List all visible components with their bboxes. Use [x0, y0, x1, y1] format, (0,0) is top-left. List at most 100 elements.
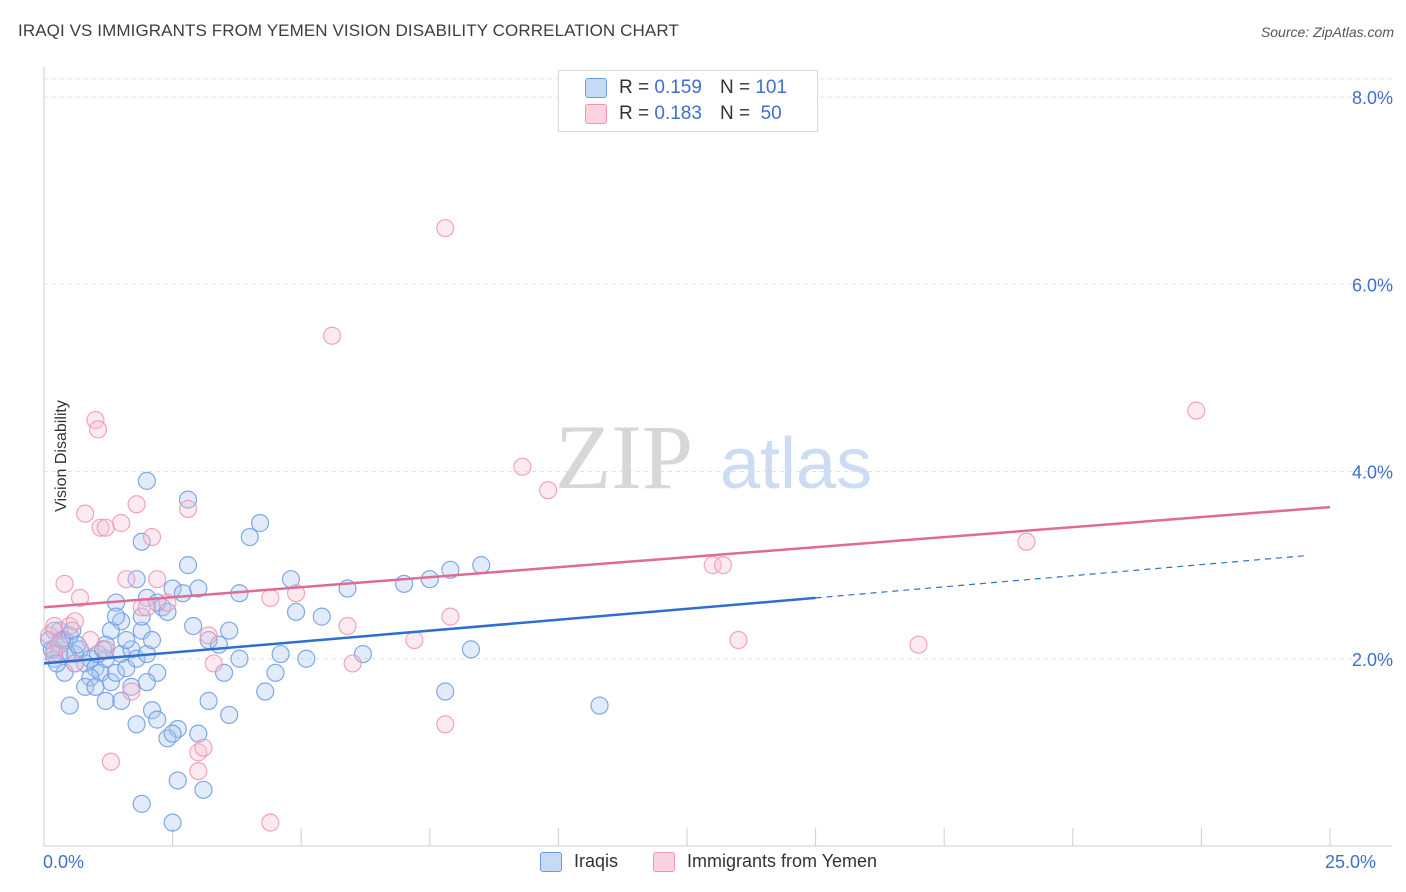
point-iraqis — [142, 630, 162, 650]
point-iraqis — [168, 771, 187, 790]
legend-r-label: R = — [619, 103, 650, 124]
point-yemen — [101, 752, 120, 771]
point-iraqis — [184, 616, 203, 636]
watermark-zip: ZIP — [555, 406, 693, 508]
point-iraqis — [81, 668, 100, 687]
point-yemen — [96, 640, 115, 659]
point-yemen — [178, 499, 198, 519]
legend-n-label: N = — [719, 103, 751, 124]
point-yemen — [50, 635, 69, 654]
point-iraqis — [590, 696, 609, 715]
series-legend: Iraqis Immigrants from Yemen — [0, 851, 1406, 877]
point-iraqis — [189, 579, 208, 598]
point-iraqis — [178, 556, 198, 575]
point-yemen — [338, 616, 357, 636]
legend-n-label: N = — [719, 77, 751, 98]
point-iraqis — [220, 621, 239, 640]
point-iraqis — [158, 602, 177, 622]
point-yemen — [539, 481, 558, 500]
x-tick-label-max: 25.0% — [1325, 852, 1377, 872]
source-label: Source: ZipAtlas.com — [1260, 24, 1394, 40]
point-iraqis — [189, 724, 208, 743]
point-yemen — [55, 574, 74, 593]
point-yemen — [142, 527, 162, 547]
point-iraqis — [163, 724, 182, 743]
point-yemen — [88, 420, 108, 439]
point-yemen — [703, 556, 722, 575]
point-yemen — [148, 570, 167, 589]
point-yemen — [76, 504, 95, 523]
point-yemen — [436, 218, 455, 238]
point-iraqis — [163, 813, 182, 832]
point-iraqis — [106, 607, 126, 626]
point-yemen — [729, 630, 748, 650]
axes — [43, 67, 1392, 847]
point-yemen — [137, 598, 156, 617]
legend-swatch-iraqis — [585, 78, 607, 98]
legend-item-yemen: Immigrants from Yemen — [653, 851, 877, 872]
point-iraqis — [132, 607, 151, 626]
point-iraqis — [132, 794, 151, 813]
legend-n-value: 101 — [755, 77, 788, 98]
point-iraqis — [132, 532, 151, 551]
point-yemen — [261, 813, 280, 832]
point-yemen — [81, 630, 100, 650]
point-iraqis — [240, 527, 259, 547]
point-yemen — [70, 588, 90, 607]
point-yemen — [322, 326, 342, 345]
point-iraqis — [127, 570, 146, 589]
point-yemen — [122, 682, 141, 701]
point-yemen — [96, 518, 115, 537]
legend-item-iraqis: Iraqis — [540, 851, 618, 872]
point-iraqis — [230, 649, 249, 668]
chart-title: IRAQI VS IMMIGRANTS FROM YEMEN VISION DI… — [18, 21, 679, 40]
legend-swatch-yemen — [585, 104, 607, 124]
point-yemen — [513, 457, 532, 476]
point-iraqis — [312, 607, 331, 626]
legend-swatch-yemen — [653, 851, 675, 872]
point-yemen — [189, 761, 208, 781]
point-yemen — [199, 626, 218, 645]
point-iraqis — [173, 584, 192, 603]
legend-row-yemen: R = 0.183 N = 50 — [585, 102, 782, 126]
point-iraqis — [286, 602, 306, 622]
trend-line-iraqis — [43, 596, 816, 665]
point-iraqis — [106, 663, 126, 682]
point-iraqis — [461, 640, 481, 659]
legend-r-value: 0.159 — [654, 77, 702, 98]
legend-label-iraqis: Iraqis — [574, 851, 619, 871]
data-points — [40, 218, 1206, 832]
trend-line-yemen — [43, 505, 1331, 609]
point-iraqis — [436, 682, 455, 701]
point-iraqis — [178, 490, 198, 509]
point-iraqis — [137, 471, 156, 490]
point-yemen — [204, 654, 223, 673]
point-iraqis — [297, 649, 316, 668]
y-tick-label: 6.0% — [1352, 275, 1393, 295]
point-yemen — [45, 616, 64, 636]
point-iraqis — [127, 715, 146, 734]
point-iraqis — [86, 677, 105, 696]
point-yemen — [112, 513, 131, 533]
stats-legend: R = 0.159 N = 101 R = 0.183 N = 50 — [558, 70, 818, 132]
legend-row-iraqis: R = 0.159 N = 101 — [585, 76, 787, 100]
y-tick-label: 8.0% — [1352, 88, 1393, 108]
point-yemen — [194, 738, 213, 757]
point-iraqis — [101, 621, 120, 640]
point-yemen — [261, 588, 280, 607]
trend-line-iraqis-extension — [815, 555, 1305, 599]
point-yemen — [65, 654, 84, 673]
point-iraqis — [250, 513, 270, 533]
legend-r-label: R = — [619, 77, 650, 98]
point-iraqis — [194, 780, 213, 799]
legend-swatch-iraqis — [540, 851, 562, 872]
point-iraqis — [199, 691, 218, 710]
point-iraqis — [266, 663, 285, 682]
point-iraqis — [76, 677, 95, 696]
point-iraqis — [137, 673, 156, 692]
legend-n-value: 50 — [760, 103, 782, 124]
point-iraqis — [142, 701, 162, 720]
point-iraqis — [60, 696, 79, 715]
point-yemen — [45, 644, 64, 664]
